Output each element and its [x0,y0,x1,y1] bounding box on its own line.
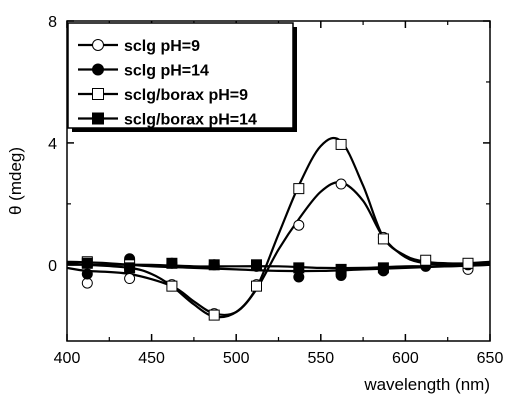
legend-marker-4 [92,112,104,125]
y-tick-label-4: 4 [48,136,57,153]
data-point-s3-3 [166,280,178,292]
series-curves [67,136,490,319]
y-tick-label-0: 0 [48,258,57,275]
data-point-s4-5 [251,259,263,271]
axis-ticks [66,20,491,341]
legend-label-2: sclg pH=14 [124,63,209,80]
data-point-s4-6 [293,262,305,274]
data-point-s3-7 [335,138,347,150]
y-tick-label-8: 8 [48,14,57,31]
x-tick-label-550: 550 [307,350,334,367]
data-point-s4-8 [377,262,389,274]
legend-marker-3 [92,88,104,100]
data-point-s3-6 [293,183,305,195]
x-tick-label-450: 450 [138,350,165,367]
legend: sclg pH=9 sclg pH=14 sclg/borax pH=9 sclg/b… [67,22,297,132]
data-point-s1-2 [124,273,136,285]
legend-label-4: sclg/borax pH=14 [124,112,257,129]
data-point-s3-10 [462,257,474,269]
x-tick-label-500: 500 [223,350,250,367]
legend-marker-2 [92,63,104,76]
data-point-s4-4 [208,259,220,271]
data-point-s3-8 [377,233,389,245]
series-line-4 [67,263,490,270]
data-point-s4-7 [335,263,347,275]
data-point-s2-1 [81,268,93,280]
data-point-s1-7 [335,178,347,190]
legend-label-3: sclg/borax pH=9 [124,87,248,104]
data-point-s2-6 [293,271,305,283]
data-point-s3-9 [420,254,432,266]
axis-tick-labels: 400 450 500 550 600 650 0 4 8 [48,14,503,367]
series-markers [81,138,474,321]
series-line-3 [67,136,490,319]
legend-label-1: sclg pH=9 [124,38,200,55]
data-point-s1-1 [81,277,93,289]
data-point-s4-3 [166,257,178,269]
legend-marker-1 [92,39,104,51]
legend-box [67,22,294,129]
data-point-s4-2 [124,262,136,274]
series-line-1 [67,181,490,317]
y-axis-label: θ (mdeg) [6,147,25,215]
data-point-s1-6 [293,219,305,231]
data-point-s4-1 [81,257,93,269]
x-tick-label-400: 400 [54,350,81,367]
x-tick-label-600: 600 [392,350,419,367]
data-point-s3-4 [208,309,220,321]
x-axis-label: wavelength (nm) [363,375,490,394]
x-tick-label-650: 650 [477,350,504,367]
data-point-s3-5 [251,280,263,292]
